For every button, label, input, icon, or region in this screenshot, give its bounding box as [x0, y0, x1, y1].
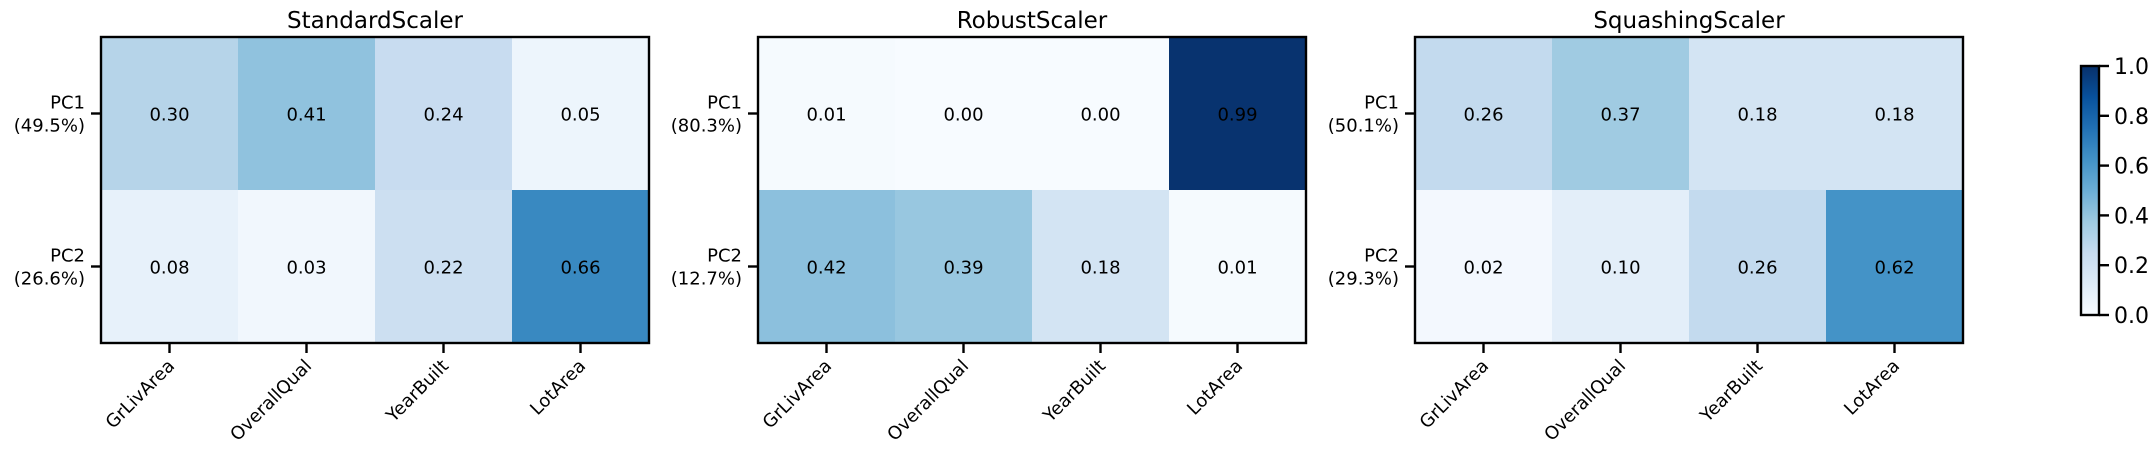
- colorbar-tick-label: 0.0: [2114, 304, 2149, 329]
- cell-value-label: 0.10: [1600, 258, 1640, 279]
- heatmap-cell: [238, 190, 375, 343]
- heatmap-cell: [1169, 190, 1306, 343]
- y-tick-label: PC1: [50, 93, 85, 114]
- panel-title: RobustScaler: [957, 8, 1108, 34]
- heatmap-cell: [512, 37, 649, 190]
- colorbar: 0.0 0.2 0.4 0.6 0.8 1.0: [2079, 55, 2149, 329]
- x-tick-label: LotArea: [526, 356, 590, 420]
- cell-value-label: 0.00: [1080, 105, 1120, 126]
- x-tick-label: OverallQual: [883, 356, 973, 446]
- x-tick-label: GrLivArea: [1416, 356, 1493, 433]
- x-tick-label: GrLivArea: [102, 356, 179, 433]
- colorbar-tick-label: 0.8: [2114, 105, 2149, 130]
- cell-value-label: 0.18: [1874, 105, 1914, 126]
- cell-value-label: 0.22: [423, 258, 463, 279]
- heatmap-frame: [756, 35, 1308, 345]
- heatmap-panel-standardscaler: StandardScaler 0.30 0.41 0.24 0.05 0.08 0.03 0.…: [14, 8, 651, 446]
- cell-value-label: 0.39: [943, 258, 983, 279]
- heatmap-frame: [99, 35, 651, 345]
- y-tick-sublabel: (50.1%): [1328, 116, 1399, 137]
- x-tick-label: OverallQual: [1540, 356, 1630, 446]
- heatmap-cell: [101, 37, 238, 190]
- x-tick-label: OverallQual: [226, 356, 316, 446]
- cell-value-label: 0.99: [1217, 105, 1257, 126]
- panel-title: StandardScaler: [287, 8, 464, 34]
- colorbar-tick-label: 0.4: [2114, 204, 2149, 229]
- colorbar-tick-label: 0.2: [2114, 254, 2149, 279]
- heatmap-cell: [1552, 37, 1689, 190]
- panel-title: SquashingScaler: [1593, 8, 1785, 34]
- cell-value-label: 0.01: [806, 105, 846, 126]
- y-tick-sublabel: (26.6%): [14, 269, 85, 290]
- colorbar-tick-label: 1.0: [2114, 55, 2149, 80]
- heatmap-cell: [512, 190, 649, 343]
- cell-value-label: 0.30: [149, 105, 189, 126]
- heatmap-cell: [238, 37, 375, 190]
- cell-value-label: 0.37: [1600, 105, 1640, 126]
- cell-value-label: 0.26: [1463, 105, 1503, 126]
- heatmap-panel-robustscaler: RobustScaler 0.01 0.00 0.00 0.99 0.42 0.39 0.18…: [671, 8, 1308, 446]
- heatmap-cell: [1415, 190, 1552, 343]
- heatmap-cell: [101, 190, 238, 343]
- heatmap-cell: [1032, 37, 1169, 190]
- heatmap-cell: [895, 37, 1032, 190]
- cell-value-label: 0.01: [1217, 258, 1257, 279]
- cell-value-label: 0.00: [943, 105, 983, 126]
- heatmap-cell: [1689, 37, 1826, 190]
- cell-value-label: 0.05: [560, 105, 600, 126]
- cell-value-label: 0.62: [1874, 258, 1914, 279]
- y-tick-label: PC2: [1364, 246, 1399, 267]
- heatmap-cell: [895, 190, 1032, 343]
- cell-value-label: 0.66: [560, 258, 600, 279]
- heatmap-cell: [1689, 190, 1826, 343]
- heatmap-panel-squashingscaler: SquashingScaler 0.26 0.37 0.18 0.18 0.02 0.10 0…: [1328, 8, 1965, 446]
- cell-value-label: 0.18: [1080, 258, 1120, 279]
- cell-value-label: 0.02: [1463, 258, 1503, 279]
- heatmap-cell: [758, 37, 895, 190]
- cell-value-label: 0.03: [286, 258, 326, 279]
- heatmap-cell: [1169, 37, 1306, 190]
- heatmap-cell: [1826, 190, 1963, 343]
- heatmap-cell: [1032, 190, 1169, 343]
- heatmap-cell: [375, 190, 512, 343]
- cell-value-label: 0.24: [423, 105, 463, 126]
- x-tick-label: GrLivArea: [759, 356, 836, 433]
- heatmap-cell: [758, 190, 895, 343]
- y-tick-label: PC2: [707, 246, 742, 267]
- x-tick-label: LotArea: [1840, 356, 1904, 420]
- y-tick-sublabel: (29.3%): [1328, 269, 1399, 290]
- cell-value-label: 0.08: [149, 258, 189, 279]
- heatmap-cell: [1415, 37, 1552, 190]
- y-tick-label: PC1: [707, 93, 742, 114]
- heatmap-cell: [1826, 37, 1963, 190]
- y-tick-label: PC1: [1364, 93, 1399, 114]
- y-tick-sublabel: (80.3%): [671, 116, 742, 137]
- cell-value-label: 0.41: [286, 105, 326, 126]
- heatmap-frame: [1413, 35, 1965, 345]
- cell-value-label: 0.26: [1737, 258, 1777, 279]
- heatmap-cell: [375, 37, 512, 190]
- colorbar-frame: [2079, 64, 2101, 317]
- colorbar-tick-label: 0.6: [2114, 155, 2149, 180]
- x-tick-label: YearBuilt: [382, 356, 453, 427]
- cell-value-label: 0.18: [1737, 105, 1777, 126]
- y-tick-label: PC2: [50, 246, 85, 267]
- x-tick-label: YearBuilt: [1039, 356, 1110, 427]
- y-tick-sublabel: (12.7%): [671, 269, 742, 290]
- x-tick-label: LotArea: [1183, 356, 1247, 420]
- colorbar-gradient: [2081, 66, 2099, 315]
- cell-value-label: 0.42: [806, 258, 846, 279]
- y-tick-sublabel: (49.5%): [14, 116, 85, 137]
- x-tick-label: YearBuilt: [1696, 356, 1767, 427]
- heatmap-cell: [1552, 190, 1689, 343]
